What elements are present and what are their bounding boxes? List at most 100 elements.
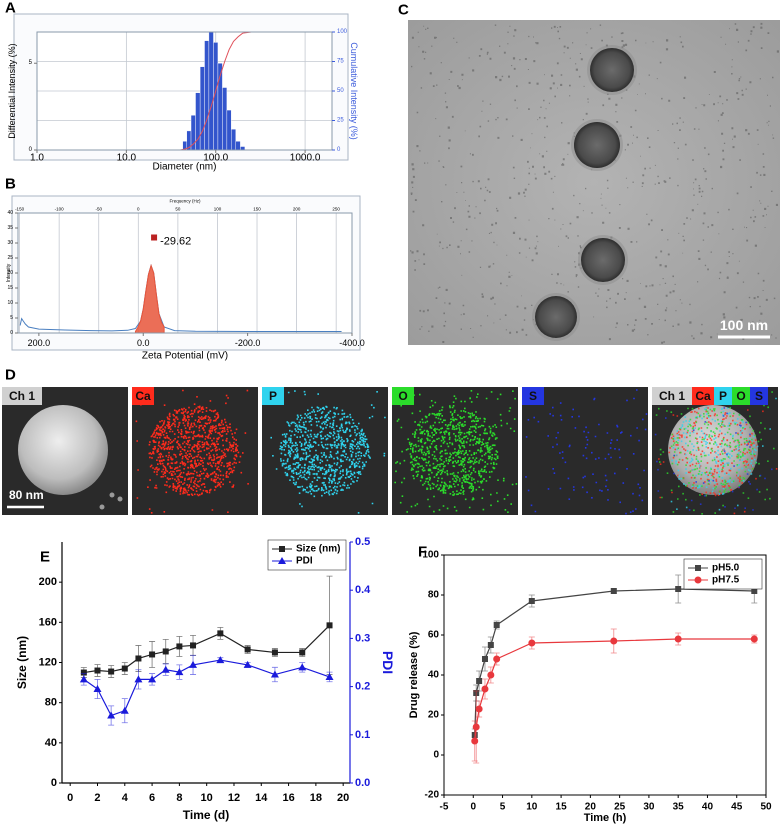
bar	[226, 109, 232, 151]
channel-box	[392, 387, 414, 405]
point	[161, 665, 170, 673]
x-axis-title: Time (d)	[183, 808, 229, 822]
legend-label: pH5.0	[712, 563, 740, 574]
y-tick-label: 5	[29, 60, 33, 66]
nanoparticle	[535, 296, 577, 338]
point	[472, 723, 480, 731]
nanoparticle	[590, 48, 634, 92]
point	[107, 711, 116, 719]
channel-label: P	[269, 389, 277, 403]
point	[493, 655, 501, 663]
x2-tick-label: 100	[214, 207, 222, 212]
x2-tick-label: 250	[332, 207, 340, 212]
y-tick-label: 200	[39, 576, 57, 588]
y-tick-label: 40	[7, 210, 13, 216]
x-tick-label: 18	[310, 792, 322, 804]
y2-tick-label: 0.4	[355, 584, 371, 596]
x-tick-label: 15	[556, 802, 568, 813]
point	[244, 646, 251, 653]
y-tick-label: 15	[7, 285, 13, 291]
x-tick-label: 2	[94, 792, 100, 804]
point	[121, 665, 128, 672]
panel-label: E	[40, 549, 50, 566]
bar	[240, 146, 246, 151]
point	[675, 586, 682, 592]
y-tick-label: 35	[7, 225, 13, 231]
y-tick-label: 40	[45, 737, 57, 749]
x2-tick-label: 200	[293, 207, 301, 212]
point	[149, 651, 156, 658]
point	[216, 656, 225, 664]
panel-label: A	[5, 0, 16, 17]
x-tick-label: 1000.0	[290, 153, 321, 164]
point	[298, 663, 307, 671]
y2-tick-label: 0.5	[355, 536, 370, 548]
channel-box	[714, 387, 732, 405]
y2-tick-label: 0.3	[355, 632, 370, 644]
x-tick-label: 30	[643, 802, 655, 813]
y-tick-label: 120	[39, 657, 57, 669]
x-tick-label: 10.0	[117, 153, 137, 164]
annotation-marker	[151, 234, 158, 241]
line	[474, 638, 755, 742]
x-tick-label: 45	[731, 802, 743, 813]
point	[493, 622, 500, 628]
x-tick-label: 0	[470, 802, 476, 813]
annotation: -29.62	[160, 236, 191, 248]
eds-dots	[135, 389, 249, 514]
legend-marker	[694, 576, 702, 584]
eds-debris	[109, 492, 115, 498]
x-tick-label: 35	[673, 802, 685, 813]
y2-tick-label: 50	[337, 88, 344, 94]
channel-box	[652, 387, 692, 405]
point	[487, 671, 495, 679]
channel-label: O	[736, 389, 745, 403]
y-tick-label: 100	[422, 550, 439, 561]
y-tick-label: 40	[428, 670, 440, 681]
x-tick-label: 16	[282, 792, 294, 804]
y2-tick-label: 25	[337, 118, 344, 124]
bar	[235, 141, 241, 151]
x2-tick-label: 50	[175, 207, 181, 212]
point	[80, 669, 87, 676]
panel-label: F	[418, 544, 427, 561]
channel-box	[750, 387, 768, 405]
point	[190, 642, 197, 649]
channel-label: Ca	[135, 389, 151, 403]
area	[134, 263, 165, 334]
point	[120, 706, 129, 714]
legend-box	[683, 558, 763, 590]
y2-tick-label: 0.0	[355, 777, 370, 789]
x2-tick-label: 150	[253, 207, 261, 212]
x-tick-label: 5	[500, 802, 506, 813]
point	[162, 648, 169, 655]
panel-label: B	[5, 176, 16, 193]
legend-label: Size (nm)	[296, 544, 340, 555]
legend-box	[267, 539, 347, 571]
y2-axis-title: Cumulative Intensity (%)	[349, 42, 359, 140]
channel-box	[692, 387, 714, 405]
y-axis-title: Drug release (%)	[408, 631, 420, 718]
point	[487, 642, 494, 648]
x-tick-label: -5	[440, 802, 449, 813]
x-axis-title: Time (h)	[584, 812, 627, 824]
point	[271, 649, 278, 656]
point	[674, 635, 682, 643]
scale-bar-label: 100 nm	[720, 317, 768, 333]
channel-box	[132, 387, 154, 405]
eds-debris	[117, 496, 123, 502]
y-tick-label: 0	[10, 330, 13, 336]
x2-axis-title: Frequency (Hz)	[169, 199, 201, 204]
y2-axis-title: PDI	[380, 651, 396, 674]
point	[148, 675, 157, 683]
point	[471, 737, 479, 745]
bar	[231, 128, 236, 151]
point	[134, 675, 143, 683]
y-tick-label: 25	[7, 255, 13, 261]
y2-tick-label: 0.2	[355, 681, 370, 693]
x-tick-label: -400.0	[339, 338, 365, 348]
x-tick-label: 100.0	[203, 153, 228, 164]
point	[481, 685, 489, 693]
point	[243, 660, 252, 668]
point	[476, 678, 483, 684]
